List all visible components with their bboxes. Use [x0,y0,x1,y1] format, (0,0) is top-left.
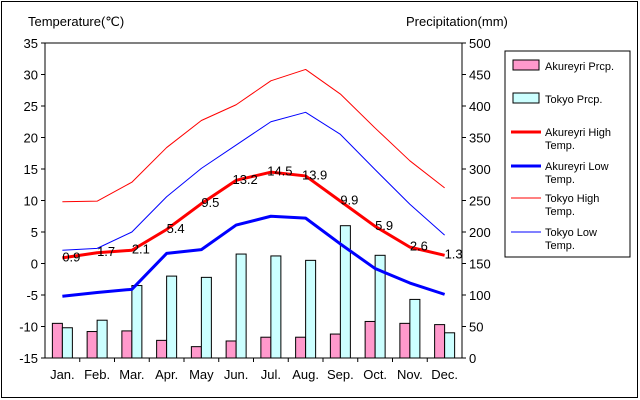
y-left-tick-label: 35 [24,36,38,51]
data-label-akureyri-high: 13.9 [302,167,327,182]
data-label-akureyri-high: 0.9 [62,249,80,264]
y-left-tick-label: 30 [24,68,38,83]
y-right-tick-label: 450 [469,68,491,83]
y-right-tick-label: 200 [469,225,491,240]
legend-label-tokyo-prcp: Tokyo Prcp. [545,94,602,106]
bar-akureyri-prcp [295,336,307,359]
bar-akureyri-prcp [190,346,202,359]
y-axis-right-title: Precipitation(mm) [406,14,508,29]
y-axis-left-title: Temperature(℃) [28,14,124,29]
x-tick-label: Jan. [50,367,75,382]
x-tick-label: Mar. [119,367,144,382]
data-label-akureyri-high: 2.1 [132,242,150,257]
legend-swatch-tokyo-prcp [512,92,540,104]
legend-label-akureyri-high-temp: Akureyri High Temp. [545,127,611,152]
y-left-tick-label: 10 [24,194,38,209]
data-label-akureyri-high: 13.2 [232,172,257,187]
line-akureyri-high-temp [62,170,445,260]
y-right-tick-label: 350 [469,131,491,146]
legend-label-tokyo-high-temp: Tokyo High Temp. [545,193,599,218]
x-tick-label: Feb. [84,367,110,382]
x-tick-label: Nov. [397,367,423,382]
y-right-tick-label: 50 [469,320,483,335]
y-left-tick-label: -10 [19,320,38,335]
y-right-tick-label: 300 [469,162,491,177]
bar-tokyo-prcp [235,253,247,359]
data-label-akureyri-high: 5.4 [167,221,185,236]
bar-tokyo-prcp [131,285,143,359]
bar-akureyri-prcp [225,340,237,359]
bar-tokyo-prcp [270,255,282,359]
bar-akureyri-prcp [329,333,341,359]
bar-akureyri-prcp [434,324,446,359]
bar-akureyri-prcp [51,322,63,359]
bar-akureyri-prcp [86,331,98,359]
bar-tokyo-prcp [61,327,73,359]
bar-akureyri-prcp [399,322,411,359]
legend-label-akureyri-low-temp: Akureyri Low Temp. [545,161,609,186]
data-label-akureyri-high: 2.6 [410,239,428,254]
x-tick-label: Sep. [327,367,354,382]
data-label-akureyri-high: 1.7 [97,244,115,259]
y-right-tick-label: 0 [469,351,476,366]
y-right-tick-label: 250 [469,194,491,209]
y-left-tick-label: -15 [19,351,38,366]
bar-akureyri-prcp [260,336,272,359]
bar-tokyo-prcp [374,254,386,359]
bar-akureyri-prcp [121,330,133,359]
y-right-tick-label: 400 [469,99,491,114]
bar-tokyo-prcp [305,259,317,359]
y-left-tick-label: -5 [26,288,38,303]
data-label-akureyri-high: 14.5 [267,164,292,179]
bar-tokyo-prcp [409,298,421,359]
bar-tokyo-prcp [444,332,456,359]
y-left-tick-label: 15 [24,162,38,177]
data-label-akureyri-high: 1.3 [445,247,463,262]
x-tick-label: Jun. [224,367,249,382]
y-left-tick-label: 5 [31,225,38,240]
x-tick-label: Oct. [363,367,387,382]
legend-label-tokyo-low-temp: Tokyo Low Temp. [545,227,597,252]
data-label-akureyri-high: 9.9 [340,193,358,208]
bar-tokyo-prcp [200,276,212,359]
y-left-tick-label: 20 [24,131,38,146]
x-tick-label: May [189,367,214,382]
x-tick-label: Dec. [431,367,458,382]
legend-swatch-akureyri-prcp [512,59,540,71]
line-tokyo-low-temp [62,111,445,251]
y-right-tick-label: 500 [469,36,491,51]
bar-akureyri-prcp [156,339,168,359]
legend-box [504,50,631,258]
bar-tokyo-prcp [166,275,178,359]
data-label-akureyri-high: 9.5 [201,195,219,210]
bar-akureyri-prcp [364,320,376,359]
plot-area [44,42,463,359]
data-label-akureyri-high: 5.9 [375,218,393,233]
y-left-tick-label: 25 [24,99,38,114]
y-right-tick-label: 100 [469,288,491,303]
bar-tokyo-prcp [339,225,351,359]
y-right-tick-label: 150 [469,257,491,272]
line-tokyo-high-temp [62,68,445,203]
x-tick-label: Aug. [292,367,319,382]
bar-tokyo-prcp [96,319,108,359]
y-left-tick-label: 0 [31,257,38,272]
legend-label-akureyri-prcp: Akureyri Prcp. [545,61,614,73]
line-akureyri-low-temp [62,214,446,298]
x-tick-label: Jul. [261,367,281,382]
x-tick-label: Apr. [155,367,178,382]
